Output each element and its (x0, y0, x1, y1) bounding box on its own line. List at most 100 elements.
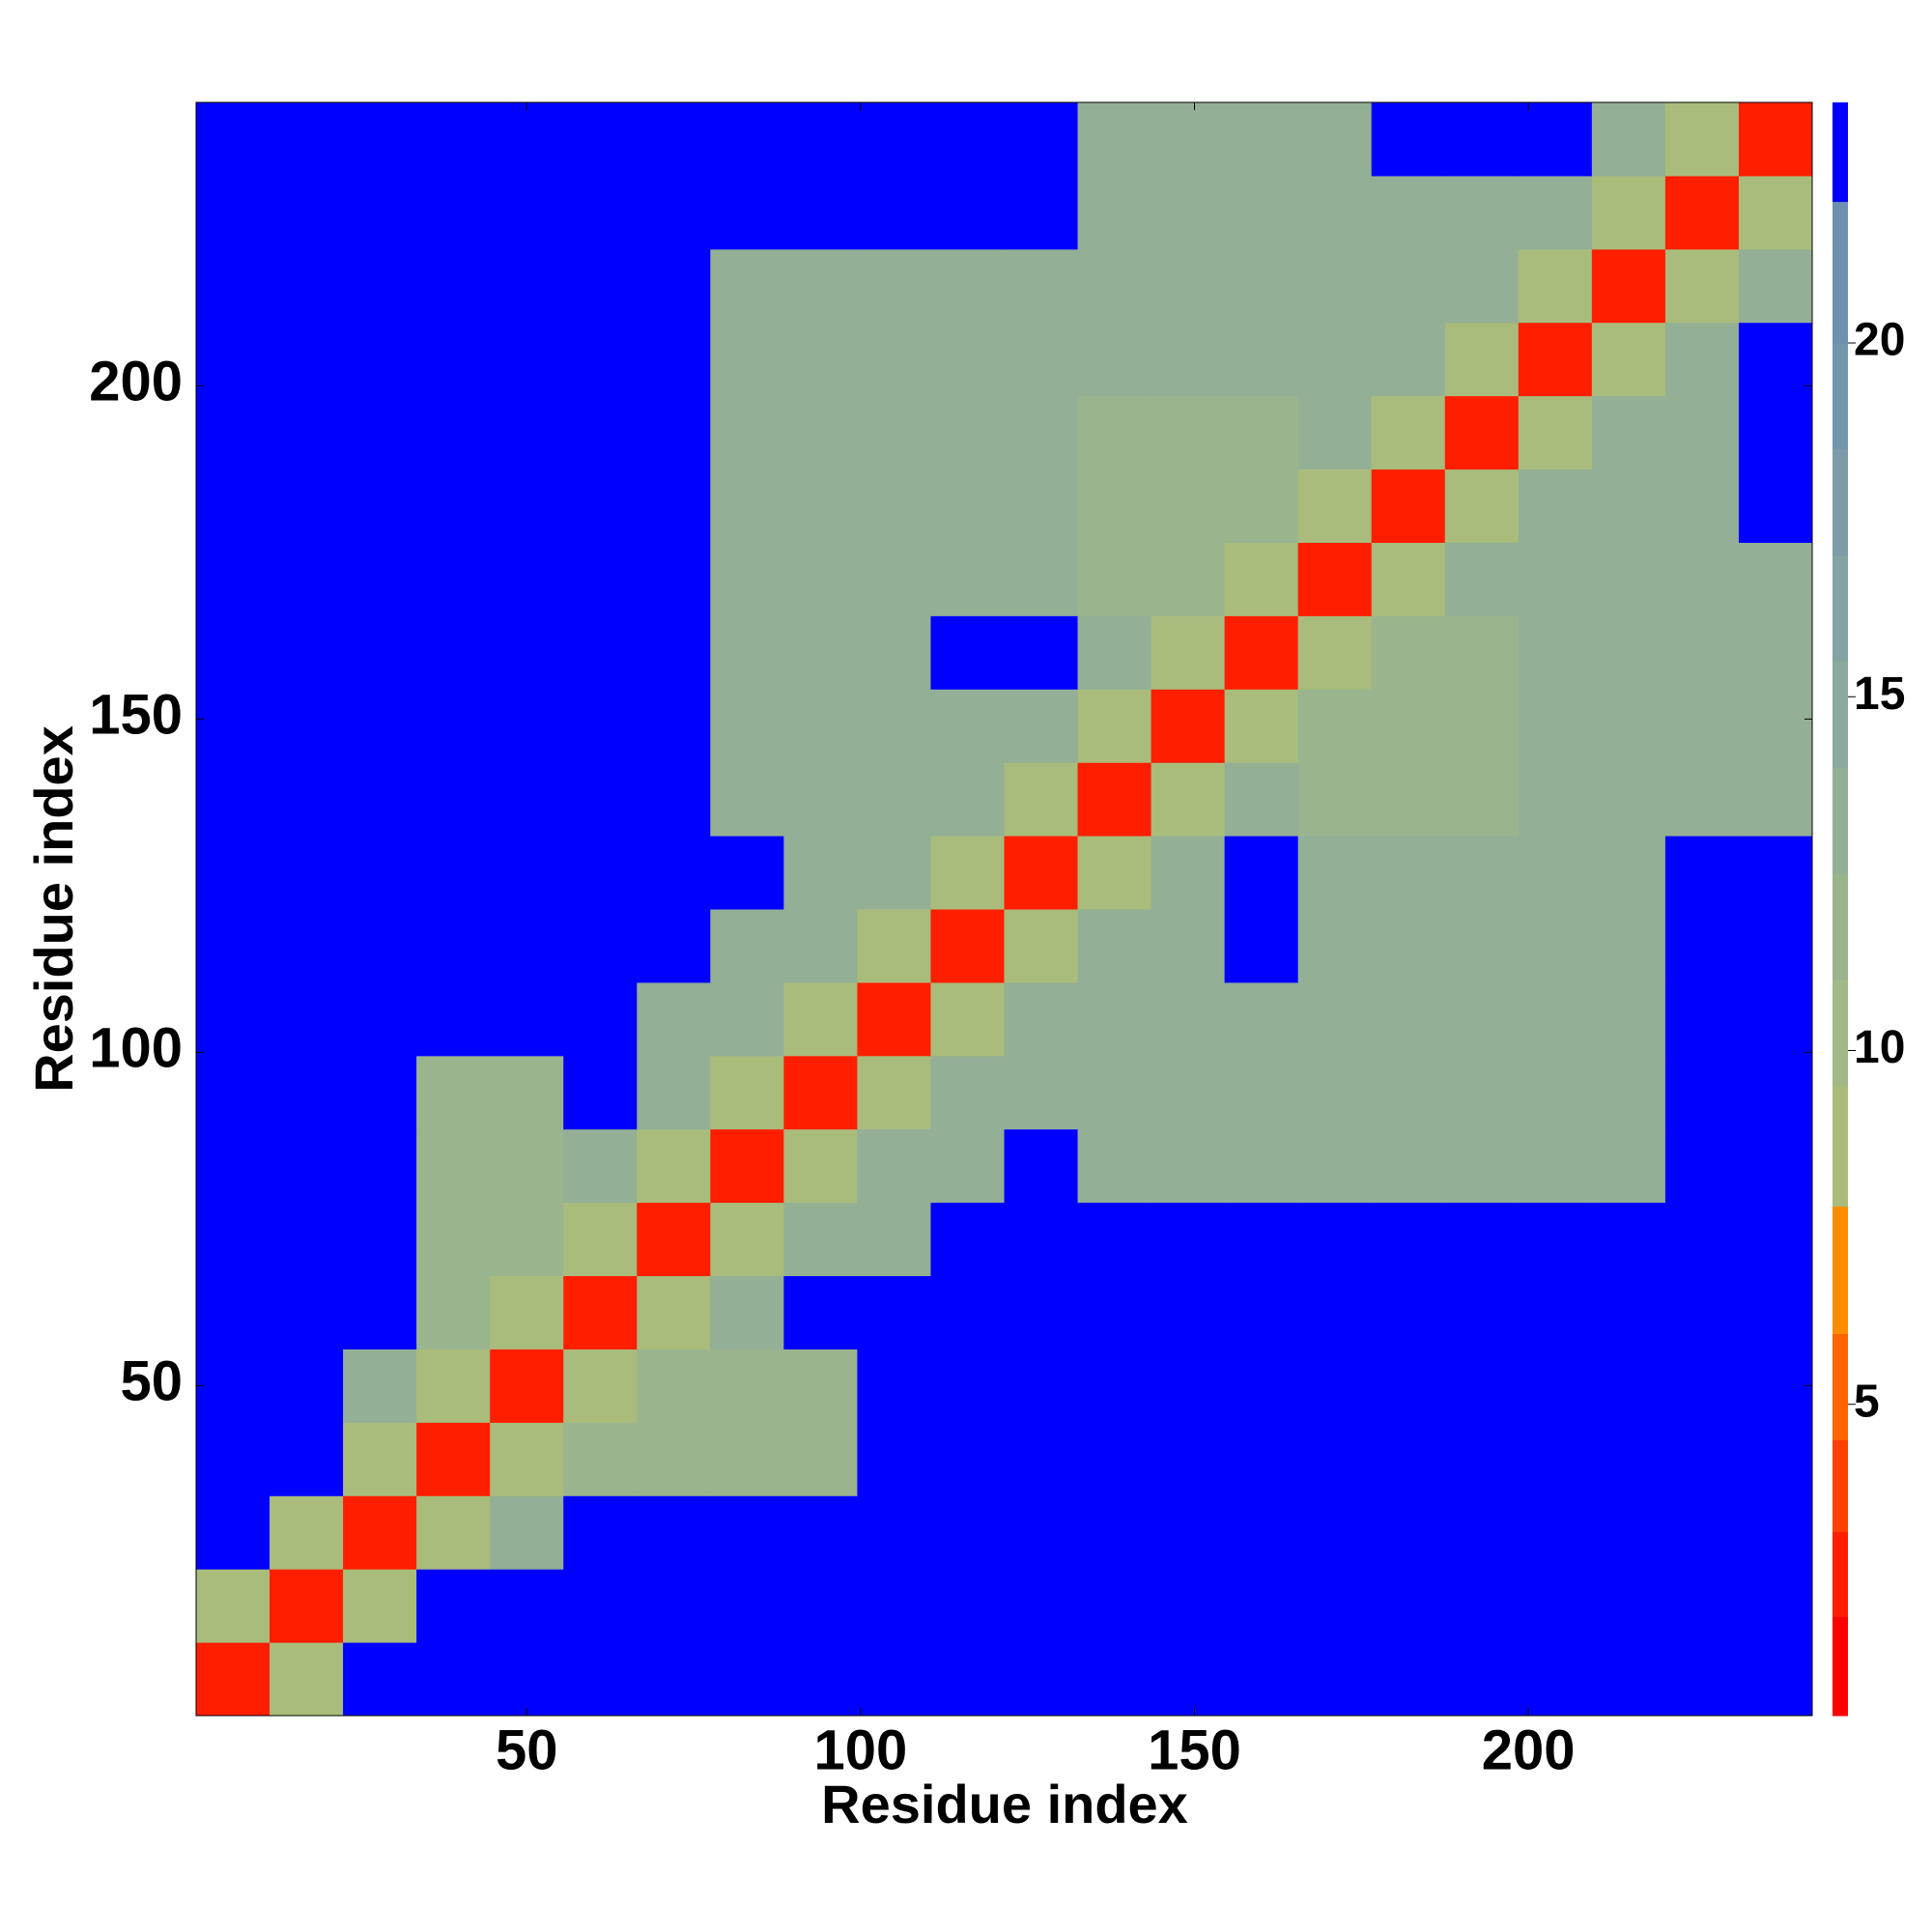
heat-cell (930, 248, 1005, 324)
heat-cell (783, 102, 858, 177)
heat-cell (1077, 248, 1152, 324)
colorbar-segment (1833, 343, 1848, 450)
heat-cell (1664, 469, 1740, 543)
x-tick-label: 200 (1482, 1719, 1576, 1781)
heat-cell (857, 1349, 931, 1423)
heat-cell (416, 1275, 491, 1350)
heat-cell (1518, 102, 1593, 177)
heat-cell (1591, 175, 1666, 250)
heat-cell (1077, 1422, 1152, 1496)
heat-cell (1591, 762, 1666, 837)
heat-cell (637, 1495, 711, 1570)
heat-cell (1077, 322, 1152, 397)
heat-cell (1224, 909, 1299, 983)
heat-cell (783, 689, 858, 763)
heat-cell (1591, 1128, 1666, 1204)
heat-cell (710, 395, 784, 470)
heat-cell (1664, 1128, 1740, 1204)
heat-cell (416, 1128, 491, 1204)
heat-cell (1444, 1275, 1520, 1350)
heat-cell (930, 981, 1005, 1057)
heat-cell (783, 542, 858, 616)
heat-cell (637, 1349, 711, 1423)
heat-cell (563, 909, 638, 983)
heat-cell (1738, 1422, 1813, 1496)
heat-cell (1518, 689, 1593, 763)
heat-cell (1444, 1055, 1520, 1130)
heat-cell (270, 1569, 344, 1643)
heat-cell (857, 1055, 931, 1130)
heat-cell (1371, 909, 1446, 983)
heat-cell (416, 248, 491, 324)
heat-cell (1518, 1642, 1593, 1717)
heat-cell (930, 102, 1005, 177)
heat-cell (1297, 1569, 1373, 1643)
heat-cell (270, 1275, 344, 1350)
heat-cell (1151, 689, 1226, 763)
heat-cell (416, 1055, 491, 1130)
heat-cell (857, 981, 931, 1057)
heat-cell (1151, 102, 1226, 177)
heat-cell (1077, 1275, 1152, 1350)
heat-cell (196, 1569, 270, 1643)
heat-cell (343, 1128, 417, 1204)
heat-cell (637, 248, 711, 324)
heat-cell (637, 542, 711, 616)
heat-cell (710, 469, 784, 543)
heat-cell (1518, 395, 1593, 470)
heat-cell (343, 1642, 417, 1717)
heat-cell (270, 322, 344, 397)
heat-cell (710, 981, 784, 1057)
heat-cell (1664, 1202, 1740, 1277)
heat-cell (1444, 615, 1520, 690)
heat-cell (490, 102, 564, 177)
heat-cell (857, 1202, 931, 1277)
heat-cell (1738, 102, 1813, 177)
heat-cell (1224, 102, 1299, 177)
heat-cell (930, 469, 1005, 543)
heat-cell (1224, 1349, 1299, 1423)
heat-cell (1224, 1202, 1299, 1277)
heat-cell (490, 689, 564, 763)
colorbar-segment (1833, 448, 1848, 556)
heat-cell (1297, 175, 1373, 250)
heat-cell (1664, 836, 1740, 910)
heat-cell (637, 395, 711, 470)
heat-cell (1664, 1569, 1740, 1643)
heat-cell (1444, 102, 1520, 177)
heat-cell (1371, 981, 1446, 1057)
heat-cell (1151, 175, 1226, 250)
heat-cell (1297, 322, 1373, 397)
heat-cell (270, 689, 344, 763)
heat-cell (1077, 469, 1152, 543)
heat-cell (1151, 1202, 1226, 1277)
y-axis-label: Residue index (23, 725, 84, 1093)
heat-cell (1444, 1422, 1520, 1496)
heat-cell (783, 1569, 858, 1643)
heat-cell (343, 469, 417, 543)
heat-cell (416, 322, 491, 397)
heat-cell (930, 1349, 1005, 1423)
heat-cell (1371, 615, 1446, 690)
colorbar-segment (1833, 1531, 1848, 1617)
heat-cell (857, 909, 931, 983)
heat-cell (857, 615, 931, 690)
heat-cell (1591, 1495, 1666, 1570)
heat-cell (196, 322, 270, 397)
heat-cell (783, 322, 858, 397)
heat-cell (1591, 836, 1666, 910)
heat-cell (930, 836, 1005, 910)
heat-cell (1371, 1202, 1446, 1277)
heat-cell (1077, 102, 1152, 177)
heat-cell (1444, 542, 1520, 616)
heat-cell (1738, 322, 1813, 397)
heat-cell (490, 615, 564, 690)
heat-cell (196, 395, 270, 470)
heat-cell (930, 1128, 1005, 1204)
heat-cell (1518, 1495, 1593, 1570)
heat-cell (710, 542, 784, 616)
heat-cell (1738, 175, 1813, 250)
heat-cell (1077, 1349, 1152, 1423)
heat-cell (1077, 615, 1152, 690)
colorbar-segment (1833, 1439, 1848, 1533)
